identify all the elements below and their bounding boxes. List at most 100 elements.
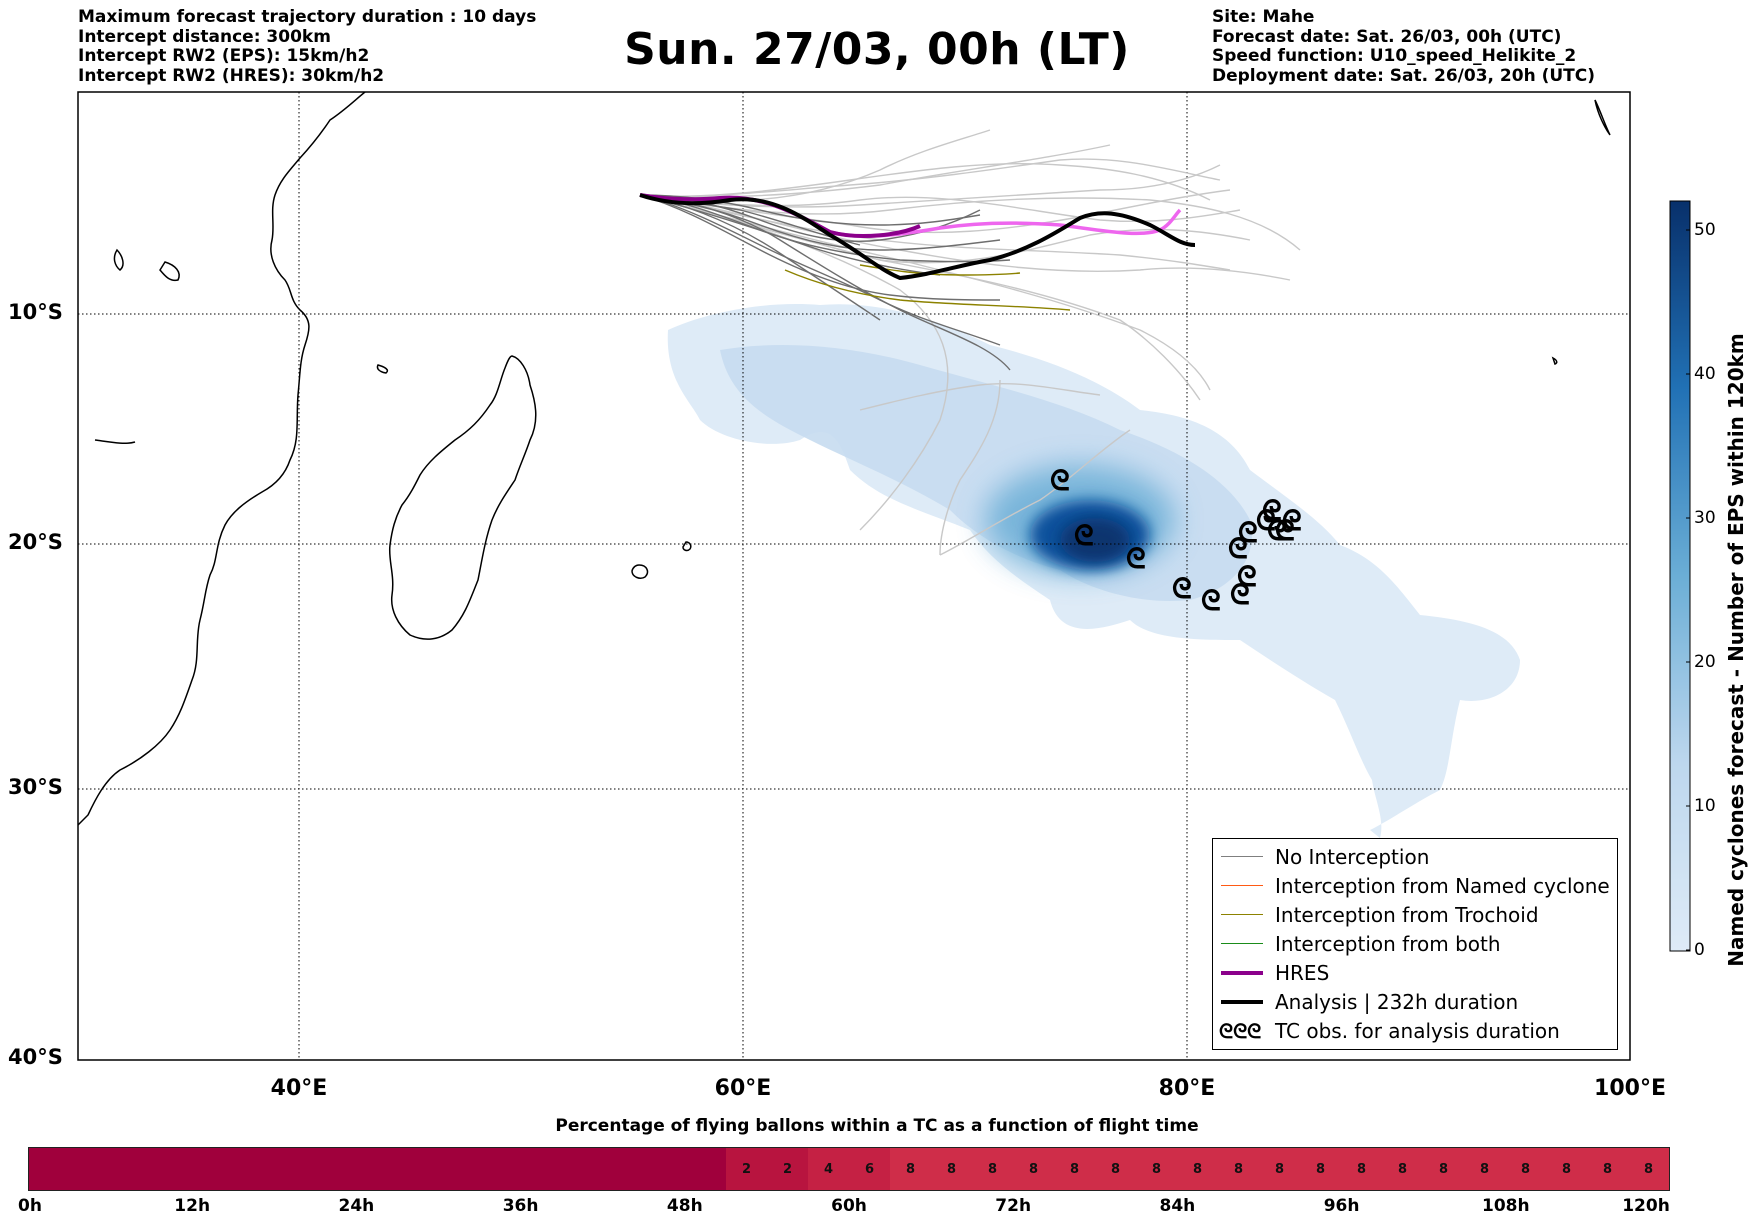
tc-obs-icon: ᘓ — [1275, 514, 1295, 547]
header-left-line: Intercept RW2 (HRES): 30km/h2 — [78, 65, 385, 86]
legend-swatch — [1221, 885, 1263, 886]
percentage-segment: 8 — [1177, 1148, 1218, 1190]
percentage-segment: 8 — [1628, 1148, 1669, 1190]
density-mid — [720, 345, 1252, 601]
island-outline — [1594, 99, 1611, 136]
percentage-segment: 8 — [1218, 1148, 1259, 1190]
header-right: Site: Mahe Forecast date: Sat. 26/03, 00… — [1212, 7, 1596, 86]
legend-item: Interception from Named cyclone — [1213, 872, 1617, 901]
legend-label: Interception from Named cyclone — [1275, 874, 1610, 898]
island-outline — [376, 364, 389, 374]
tc-obs-icon: ᘓ — [1126, 542, 1146, 575]
legend-label: No Interception — [1275, 845, 1430, 869]
legend-swatch — [1221, 943, 1263, 944]
legend-swatch — [1221, 1000, 1263, 1004]
legend-item: ᘓᘓᘓ TC obs. for analysis duration — [1213, 1017, 1617, 1046]
island-outline — [113, 248, 124, 271]
colorbar-title: Named cyclones forecast - Number of EPS … — [1724, 333, 1748, 967]
gridlines — [78, 92, 1630, 1060]
legend-label: TC obs. for analysis duration — [1275, 1019, 1560, 1043]
percentage-segment: 8 — [1013, 1148, 1054, 1190]
colorbar-tick-label: 50 — [1694, 220, 1716, 240]
tc-obs-icon: ᘓ — [1074, 519, 1094, 552]
tc-obs-icon: ᘓ — [1230, 578, 1250, 611]
island-outline — [94, 439, 136, 444]
percentage-tick-label: 0h — [18, 1196, 42, 1216]
header-left-line: Intercept distance: 300km — [78, 26, 331, 47]
percentage-segment: 8 — [972, 1148, 1013, 1190]
tc-obs-icon: ᘓ — [1256, 504, 1276, 537]
lat-label: 20°S — [8, 530, 63, 554]
map-legend: No Interception Interception from Named … — [1212, 838, 1618, 1050]
percentage-segment: 8 — [1464, 1148, 1505, 1190]
percentage-tick-label: 48h — [666, 1196, 703, 1216]
header-right-line: Deployment date: Sat. 26/03, 20h (UTC) — [1212, 65, 1596, 86]
percentage-tick-label: 84h — [1159, 1196, 1196, 1216]
legend-label: Analysis | 232h duration — [1275, 990, 1519, 1014]
tc-obs-icon: ᘓ — [1238, 516, 1258, 549]
africa-coastline — [78, 92, 366, 826]
percentage-segment: 8 — [1259, 1148, 1300, 1190]
percentage-segment: 8 — [1300, 1148, 1341, 1190]
header-right-line: Speed function: U10_speed_Helikite_2 — [1212, 46, 1577, 66]
colorbar-tick-label: 10 — [1694, 796, 1716, 816]
tc-obs-icon: ᘓ — [1228, 532, 1248, 565]
legend-item: HRES — [1213, 959, 1617, 988]
legend-item: No Interception — [1213, 843, 1617, 872]
lat-label: 40°S — [8, 1045, 63, 1069]
percentage-tick-label: 120h — [1622, 1196, 1670, 1216]
percentage-tick-label: 24h — [338, 1196, 375, 1216]
map-content: ᘓ ᘓ ᘓ ᘓ ᘓ ᘓ ᘓ ᘓ ᘓ ᘓ ᘓ ᘓ ᘓ ᘓ — [78, 92, 1630, 1060]
tc-obs-icon: ᘓ — [1267, 514, 1287, 547]
island-outline — [682, 541, 692, 552]
legend-item: Interception from both — [1213, 930, 1617, 959]
tc-obs-icon: ᘓ — [1282, 504, 1302, 537]
madagascar-coastline — [388, 355, 537, 640]
legend-label: Interception from Trochoid — [1275, 903, 1539, 927]
legend-item: Interception from Trochoid — [1213, 901, 1617, 930]
percentage-tick-label: 108h — [1482, 1196, 1530, 1216]
island-outline — [1551, 356, 1558, 365]
island-outline — [159, 261, 180, 282]
lon-label: 60°E — [714, 1076, 772, 1101]
colorbar-tick-label: 20 — [1694, 652, 1716, 672]
percentage-segment: 8 — [1587, 1148, 1628, 1190]
percentage-bar-title: Percentage of flying ballons within a TC… — [555, 1116, 1199, 1136]
map-frame — [77, 91, 1631, 1061]
tc-obs-icon: ᘓ — [1172, 572, 1192, 605]
percentage-segment: 8 — [1423, 1148, 1464, 1190]
percentage-tick-label: 60h — [831, 1196, 867, 1216]
tc-obs-icon: ᘓ — [1262, 494, 1282, 527]
legend-swatch — [1221, 856, 1263, 857]
percentage-segment: 8 — [1546, 1148, 1587, 1190]
legend-label: Interception from both — [1275, 932, 1501, 956]
legend-swatch — [1221, 914, 1263, 915]
lon-label: 100°E — [1594, 1076, 1666, 1101]
colorbar-bar — [1669, 200, 1691, 952]
analysis-trajectory — [639, 193, 1196, 281]
legend-item: Analysis | 232h duration — [1213, 988, 1617, 1017]
lon-label: 80°E — [1158, 1076, 1216, 1101]
percentage-segment: 8 — [931, 1148, 972, 1190]
lat-label: 30°S — [8, 775, 63, 799]
density-core-dark — [1060, 518, 1130, 562]
colorbar-ticks — [1686, 229, 1690, 951]
percentage-segment: 2 — [726, 1148, 767, 1190]
tc-obs-symbols: ᘓ ᘓ ᘓ ᘓ ᘓ ᘓ ᘓ ᘓ ᘓ ᘓ ᘓ ᘓ ᘓ ᘓ — [1050, 464, 1302, 617]
percentage-segment: 2 — [767, 1148, 808, 1190]
percentage-segment: 8 — [1341, 1148, 1382, 1190]
coastlines — [78, 92, 1611, 826]
percentage-tick-label: 36h — [502, 1196, 539, 1216]
colorbar-tick-label: 30 — [1694, 508, 1716, 528]
percentage-segment: 8 — [1054, 1148, 1095, 1190]
lon-label: 40°E — [270, 1076, 328, 1101]
tc-obs-legend-icon: ᘓᘓᘓ — [1219, 1019, 1262, 1043]
header-right-line: Site: Mahe — [1212, 7, 1315, 27]
percentage-tick-label: 96h — [1323, 1196, 1360, 1216]
percentage-segment: 4 — [808, 1148, 849, 1190]
header-left: Maximum forecast trajectory duration : 1… — [78, 7, 536, 86]
header-right-line: Forecast date: Sat. 26/03, 00h (UTC) — [1212, 26, 1562, 47]
cyclone-density-shading — [667, 304, 1520, 838]
